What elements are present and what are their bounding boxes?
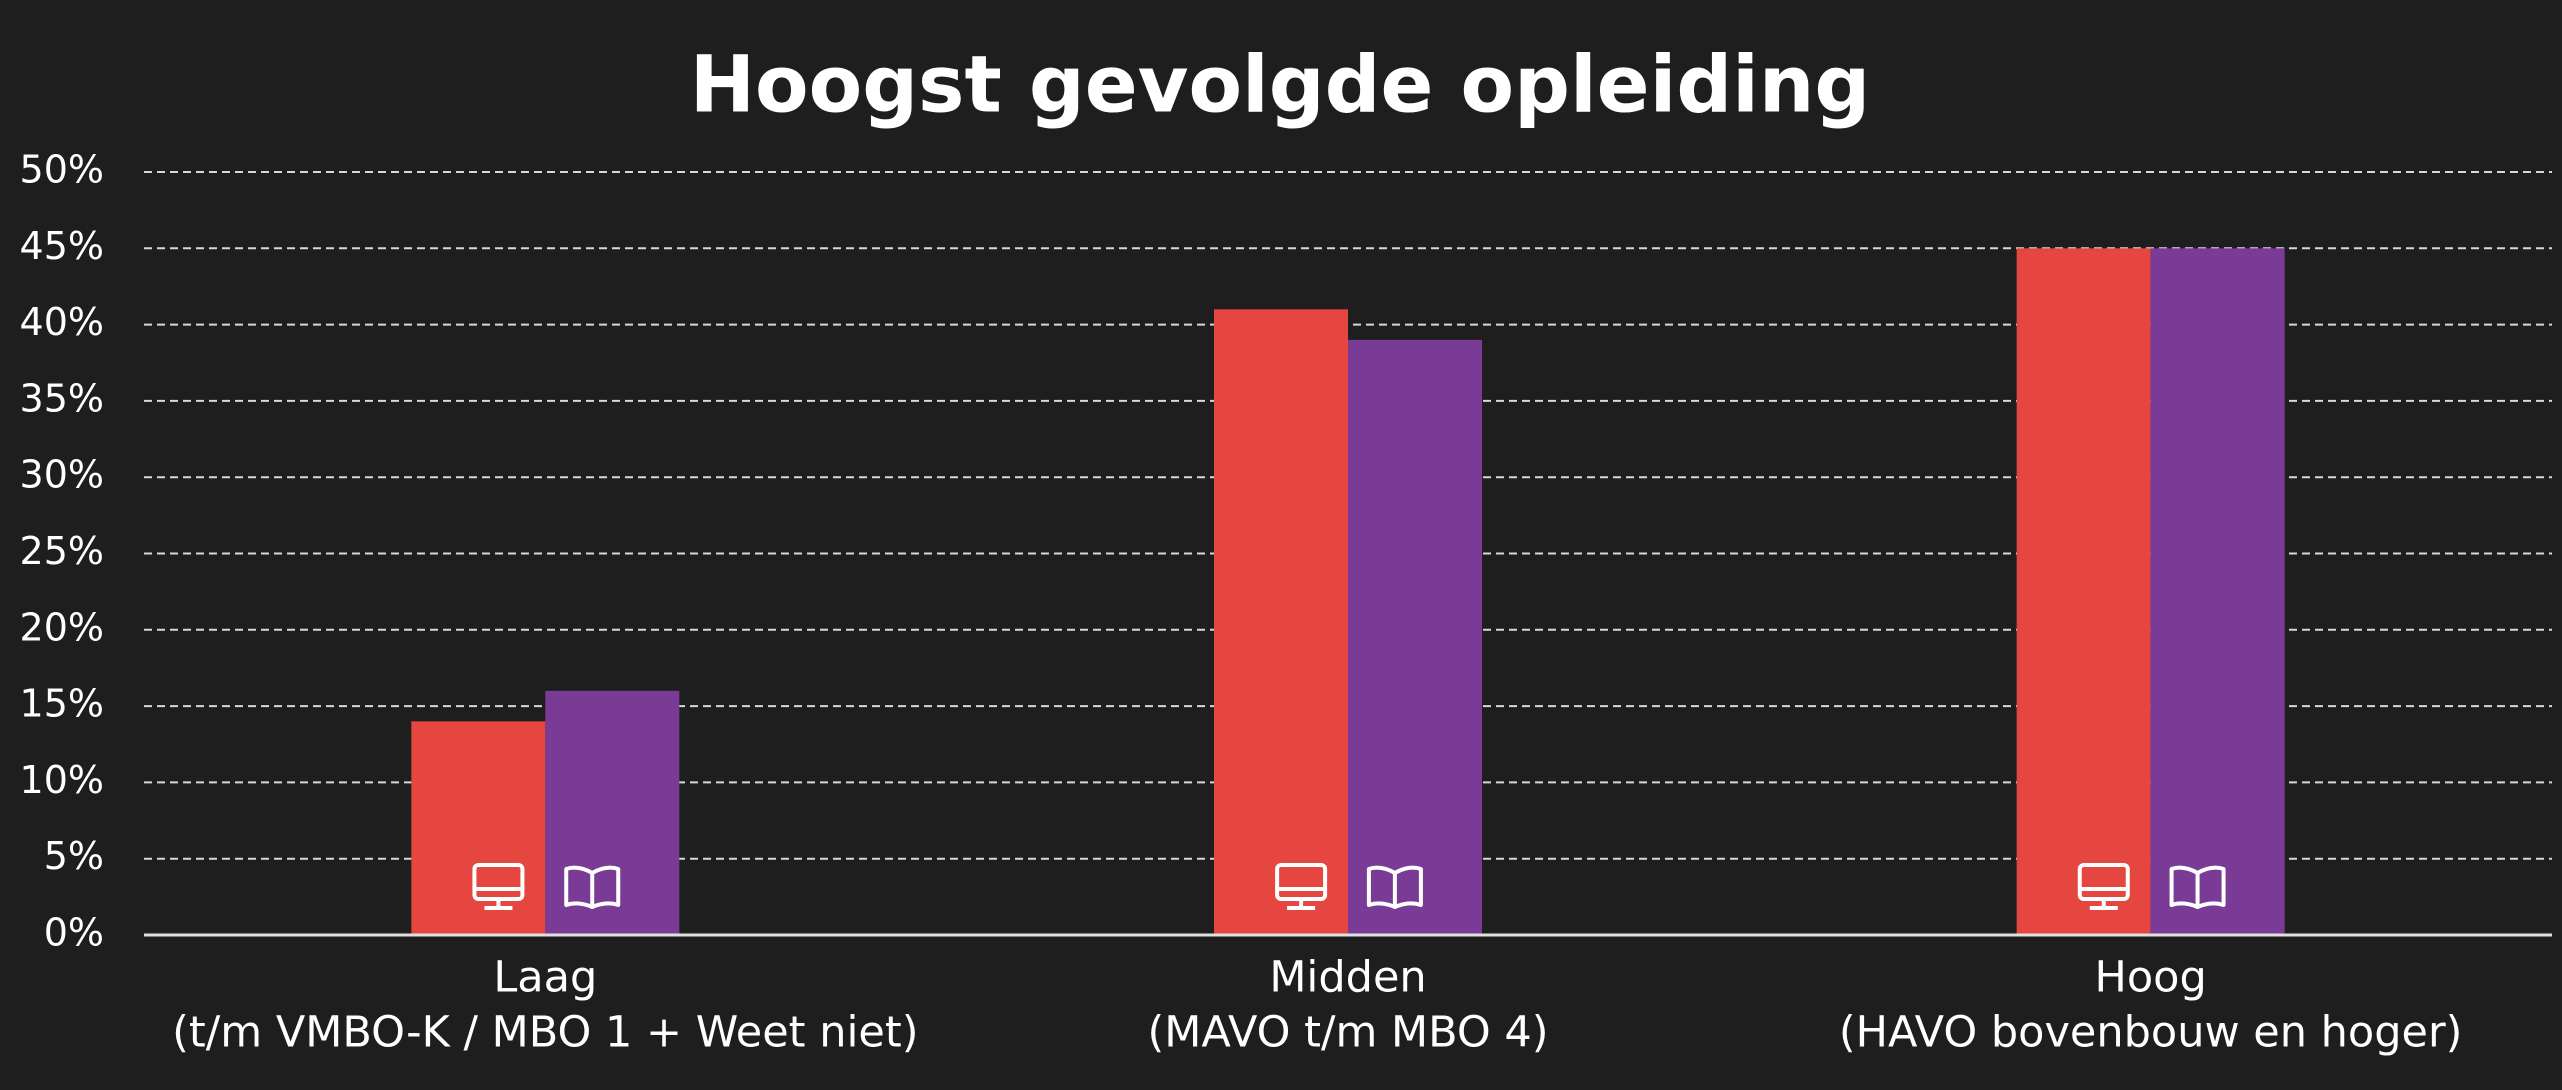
y-tick-label: 40%	[20, 300, 104, 344]
chart-title: Hoogst gevolgde opleiding	[690, 40, 1871, 130]
monitor-icon	[1275, 863, 1328, 910]
bar	[1348, 339, 1482, 935]
x-tick-label: Hoog	[2095, 953, 2207, 1003]
y-tick-label: 30%	[20, 453, 104, 497]
x-tick-label: (HAVO bovenbouw en hoger)	[1839, 1008, 2463, 1058]
bar	[411, 721, 546, 935]
y-tick-label: 50%	[20, 148, 104, 192]
book-icon	[1366, 865, 1423, 909]
monitor-icon	[2077, 863, 2130, 910]
bar	[2150, 248, 2285, 936]
y-tick-label: 0%	[44, 911, 104, 955]
x-tick-label: (MAVO t/m MBO 4)	[1147, 1008, 1548, 1058]
x-tick-label: Laag	[493, 953, 597, 1003]
book-icon	[564, 865, 621, 909]
icon-part	[564, 865, 621, 909]
y-tick-label: 5%	[44, 834, 104, 878]
y-tick-label: 35%	[20, 376, 104, 420]
bar	[2016, 248, 2151, 936]
y-tick-label: 25%	[20, 529, 104, 573]
monitor-icon	[472, 863, 525, 910]
icon-part	[2169, 865, 2226, 909]
y-tick-label: 45%	[20, 224, 104, 268]
book-icon	[2169, 865, 2226, 909]
x-tick-label: Midden	[1269, 953, 1426, 1003]
bar	[1214, 309, 1348, 936]
y-tick-label: 20%	[20, 605, 104, 649]
x-tick-label: (t/m VMBO-K / MBO 1 + Weet niet)	[172, 1008, 918, 1058]
y-tick-label: 10%	[20, 758, 104, 802]
y-tick-label: 15%	[20, 682, 104, 726]
icon-part	[1366, 865, 1423, 909]
